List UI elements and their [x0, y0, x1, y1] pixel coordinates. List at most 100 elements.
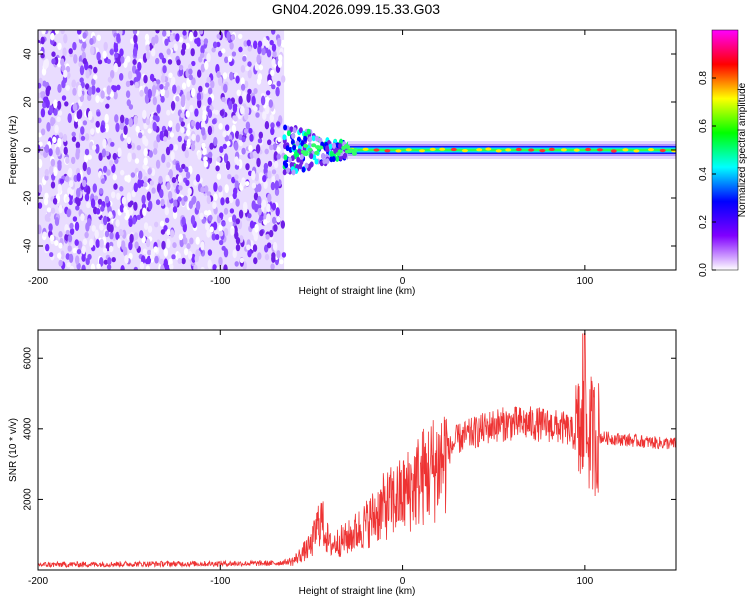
- noise-speckle: [133, 115, 138, 125]
- noise-speckle: [120, 265, 125, 270]
- noise-speckle: [166, 228, 171, 236]
- noise-speckle: [241, 147, 246, 155]
- noise-speckle: [93, 74, 98, 80]
- noise-speckle: [96, 263, 101, 269]
- noise-speckle: [111, 257, 116, 263]
- noise-speckle: [238, 46, 243, 53]
- noise-speckle: [266, 203, 271, 213]
- noise-speckle: [141, 194, 146, 205]
- carrier-peak: [419, 149, 425, 153]
- colorbar-tick-label: 0.0: [698, 263, 709, 277]
- noise-speckle: [54, 124, 59, 134]
- noise-speckle: [56, 100, 62, 110]
- noise-speckle: [254, 62, 260, 71]
- noise-speckle: [172, 210, 178, 220]
- noise-speckle: [75, 141, 81, 149]
- carrier-peak: [548, 147, 555, 151]
- x-axis-label: Height of straight line (km): [299, 586, 416, 597]
- noise-speckle: [109, 232, 114, 240]
- noise-speckle: [181, 216, 186, 226]
- noise-speckle: [241, 136, 246, 143]
- x-tick-label: 0: [400, 276, 406, 287]
- noise-speckle: [191, 133, 196, 141]
- noise-speckle: [261, 199, 267, 208]
- noise-speckle: [80, 135, 86, 141]
- noise-speckle: [235, 237, 241, 245]
- noise-speckle: [164, 217, 170, 223]
- noise-speckle: [135, 125, 140, 133]
- noise-speckle: [197, 152, 202, 160]
- noise-speckle: [119, 48, 124, 57]
- noise-speckle: [159, 220, 165, 227]
- noise-speckle: [115, 122, 120, 133]
- noise-speckle: [46, 85, 52, 92]
- noise-speckle: [104, 230, 110, 238]
- noise-speckle: [59, 178, 65, 184]
- noise-speckle: [100, 124, 105, 133]
- noise-speckle: [78, 240, 83, 251]
- noise-speckle: [84, 133, 90, 141]
- noise-speckle: [38, 184, 43, 194]
- noise-speckle: [71, 131, 76, 137]
- noise-speckle: [96, 51, 101, 61]
- noise-speckle: [191, 60, 196, 67]
- noise-speckle: [96, 111, 101, 117]
- snr-plot: -200 -100 0 100 2000 4000 6000 Height of straig…: [8, 329, 677, 597]
- noise-speckle: [180, 126, 185, 134]
- noise-speckle: [145, 51, 151, 60]
- noise-speckle: [221, 221, 226, 227]
- x-tick-label: 100: [577, 576, 594, 587]
- noise-speckle: [38, 92, 41, 99]
- noise-speckle: [152, 121, 157, 132]
- noise-speckle: [165, 174, 170, 182]
- transition-speckle: [338, 142, 342, 149]
- noise-speckle: [240, 105, 245, 115]
- y-tick-label: -40: [23, 238, 34, 253]
- noise-speckle: [81, 254, 86, 262]
- noise-speckle: [275, 86, 280, 97]
- noise-speckle: [44, 174, 49, 181]
- noise-speckle: [84, 231, 89, 239]
- noise-speckle: [71, 136, 77, 143]
- noise-speckle: [52, 197, 58, 205]
- noise-speckle: [185, 171, 191, 179]
- noise-speckle: [243, 205, 248, 214]
- noise-speckle: [218, 76, 223, 86]
- noise-speckle: [145, 44, 150, 52]
- transition-speckle: [335, 155, 340, 162]
- carrier-peak: [439, 147, 446, 151]
- noise-speckle: [277, 59, 283, 68]
- noise-speckle: [245, 181, 250, 187]
- noise-speckle: [104, 113, 109, 124]
- noise-speckle: [128, 117, 133, 128]
- noise-speckle: [58, 242, 63, 249]
- noise-speckle: [270, 263, 275, 270]
- noise-speckle: [123, 125, 128, 136]
- noise-speckle: [205, 222, 210, 231]
- noise-speckle: [152, 115, 158, 121]
- noise-speckle: [161, 240, 166, 250]
- noise-speckle: [232, 249, 237, 259]
- noise-speckle: [147, 168, 152, 175]
- noise-speckle: [107, 257, 112, 266]
- noise-speckle: [73, 119, 79, 129]
- noise-speckle: [229, 208, 235, 214]
- noise-speckle: [97, 198, 103, 205]
- noise-speckle: [193, 179, 198, 186]
- noise-speckle: [199, 39, 204, 47]
- noise-speckle: [234, 141, 239, 151]
- noise-speckle: [109, 160, 114, 167]
- noise-speckle: [49, 252, 54, 258]
- noise-speckle: [54, 240, 59, 246]
- noise-speckle: [84, 193, 90, 202]
- noise-speckle: [269, 229, 274, 238]
- noise-speckle: [129, 80, 134, 86]
- transition-speckle: [304, 162, 309, 169]
- noise-speckle: [226, 31, 231, 41]
- noise-speckle: [211, 118, 217, 125]
- noise-speckle: [58, 231, 63, 238]
- noise-speckle: [253, 192, 259, 201]
- noise-speckle: [134, 81, 139, 89]
- noise-speckle: [125, 80, 131, 88]
- noise-speckle: [90, 198, 96, 209]
